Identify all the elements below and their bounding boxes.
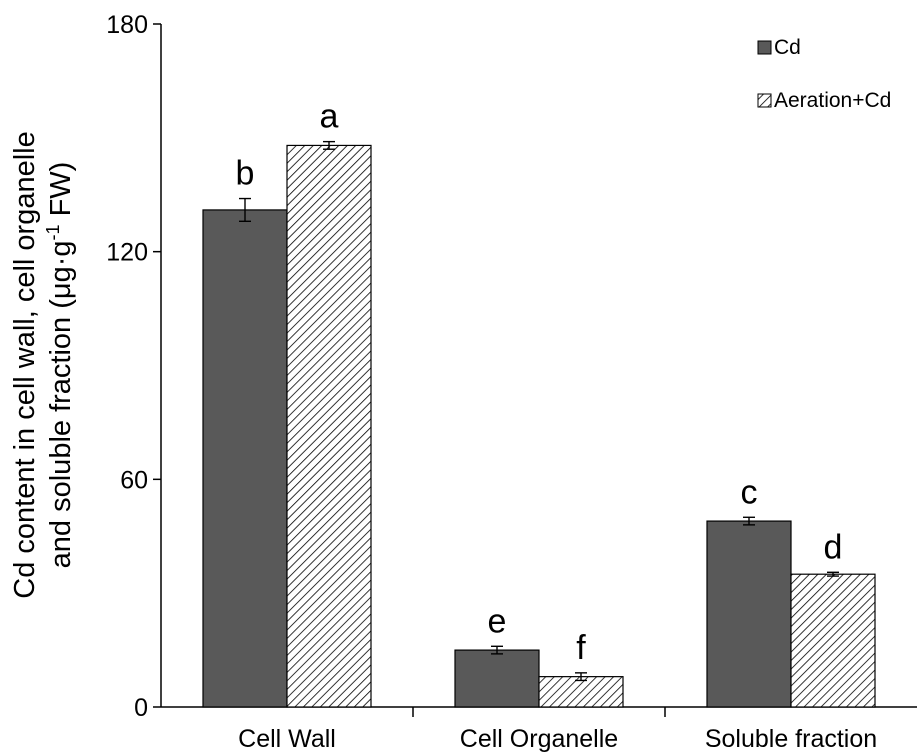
y-axis-label: Cd content in cell wall, cell organelle … — [9, 131, 77, 598]
legend-swatch-cd — [757, 40, 772, 55]
legend-label-cd: Cd — [774, 36, 801, 59]
x-tick-label: Cell Organelle — [460, 725, 618, 753]
bar-cd — [706, 520, 792, 708]
x-tick-label: Soluble fraction — [705, 725, 877, 753]
legend-swatch-aeration-cd — [757, 93, 772, 108]
y-tick-label: 180 — [106, 11, 148, 39]
significance-letter: b — [236, 155, 255, 193]
bar-cd — [202, 209, 288, 708]
legend-label-aeration-cd: Aeration+Cd — [774, 89, 891, 112]
y-axis-label-line2-suffix: FW) — [45, 162, 77, 225]
x-tick-label: Cell Wall — [238, 725, 336, 753]
significance-letter: e — [488, 602, 507, 640]
y-ticks: 0 60 120 180 — [106, 11, 161, 722]
significance-letter: f — [576, 629, 586, 667]
y-axis-label-superscript: -1 — [43, 224, 63, 240]
y-axis-label-line2: and soluble fraction (μg·g-1 FW) — [43, 162, 77, 569]
bar-aeration-cd — [538, 676, 624, 708]
bar-aeration-cd — [286, 144, 372, 708]
y-axis-label-line2-prefix: and soluble fraction (μg·g — [45, 240, 77, 568]
significance-letter: d — [824, 528, 843, 566]
x-tick-labels: Cell Wall Cell Organelle Soluble fraction — [238, 725, 877, 753]
y-axis-label-line1: Cd content in cell wall, cell organelle — [9, 131, 41, 598]
bars: b a e f c d — [202, 98, 876, 708]
significance-letter: a — [320, 98, 339, 136]
significance-letter: c — [741, 473, 758, 511]
y-tick-label: 60 — [120, 466, 148, 494]
legend: Cd Aeration+Cd — [757, 36, 891, 112]
bar-cd — [454, 649, 540, 708]
bar-aeration-cd — [790, 573, 876, 708]
y-tick-label: 120 — [106, 239, 148, 267]
y-tick-label: 0 — [134, 694, 148, 722]
